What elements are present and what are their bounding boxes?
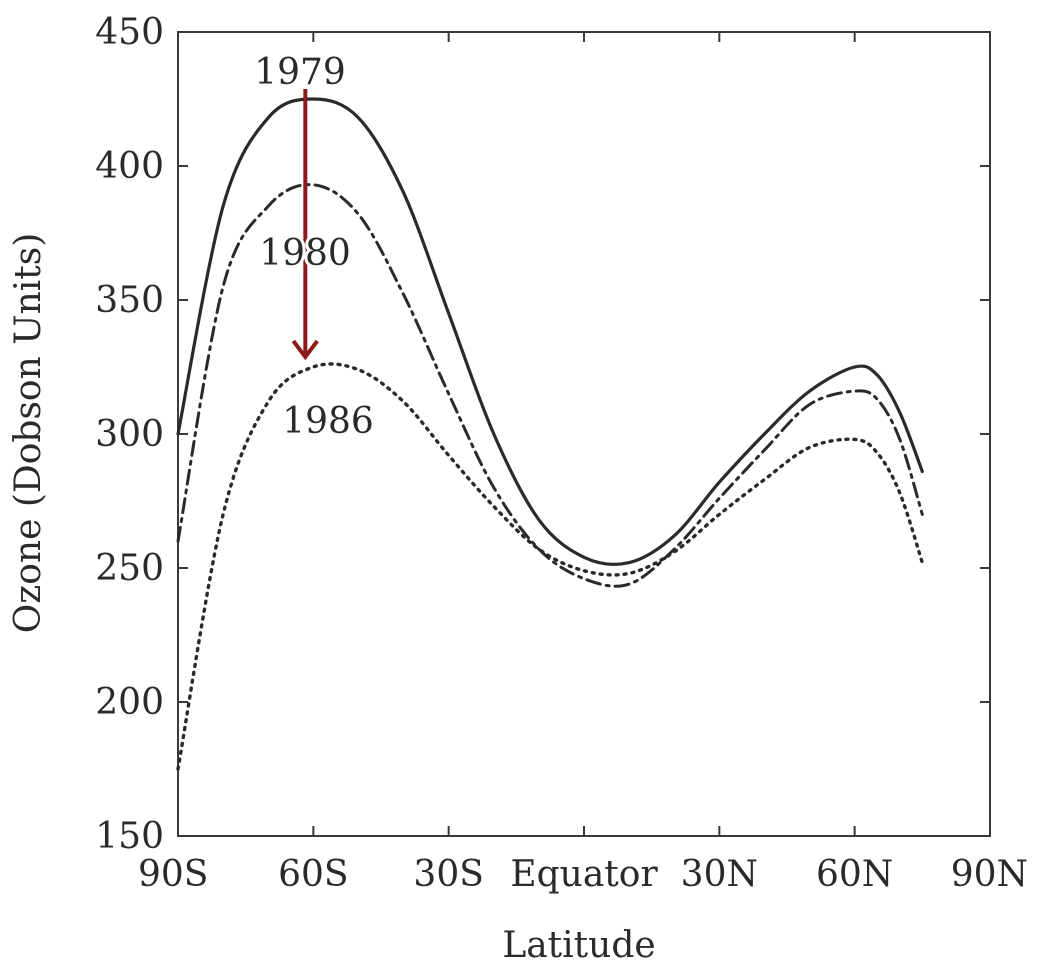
series-label-1979: 1979 [254,52,346,93]
annotation-layer [291,89,319,361]
x-tick-label: 90N [951,854,1028,895]
x-tick-label: Equator [510,854,658,895]
y-tick-label: 400 [95,146,164,187]
label-layer: 150 200 250 300 350 400 450 90S 60S 30S Equator 30N… [8,12,1028,966]
y-tick-label: 150 [95,816,164,857]
y-tick-label: 250 [95,548,164,589]
x-tick-label: 60S [278,854,348,895]
x-tick-label: 30N [681,854,758,895]
y-tick-label: 350 [95,280,164,321]
series-label-1980: 1980 [259,233,351,274]
y-tick-label: 300 [95,414,164,455]
y-tick-label: 450 [95,12,164,53]
x-tick-label: 30S [413,854,483,895]
y-axis-title: Ozone (Dobson Units) [8,233,49,634]
series-line-1980 [176,183,924,588]
series-label-1986: 1986 [282,401,374,442]
series-layer [176,97,924,771]
x-tick-label: 90S [138,854,208,895]
x-axis-title: Latitude [502,925,655,966]
y-tick-label: 200 [95,682,164,723]
arrow-head [291,339,319,361]
series-line-1979 [176,97,924,566]
series-line-1986 [176,362,924,771]
x-tick-label: 60N [816,854,893,895]
